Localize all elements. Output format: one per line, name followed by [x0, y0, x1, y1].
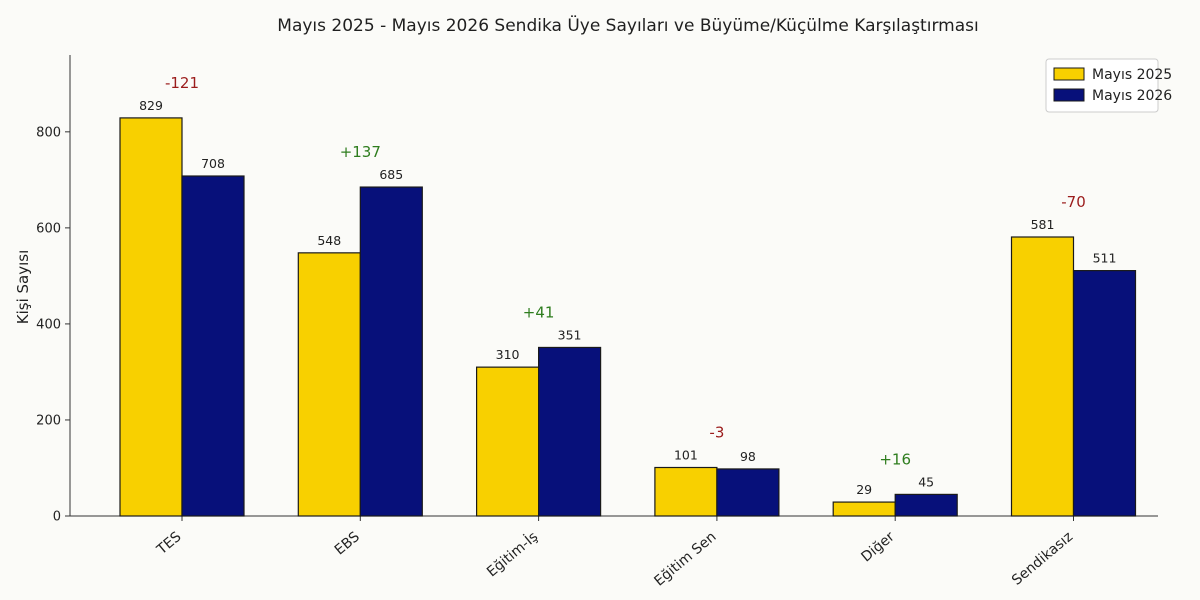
chart-title: Mayıs 2025 - Mayıs 2026 Sendika Üye Sayı… [277, 14, 978, 36]
legend-label: Mayıs 2025 [1092, 67, 1172, 83]
bar [832, 501, 896, 517]
x-tick-label: Sendikasız [1009, 529, 1076, 589]
data-label: 548 [317, 233, 341, 248]
data-label: 581 [1031, 217, 1055, 232]
change-annotation: +137 [340, 143, 381, 161]
plot-area: 0 200 400 600 800 TES 829 708 -121 EBS 548 685 +137 E… [36, 55, 1158, 590]
x-tick-label: Eğitim-İş [483, 527, 541, 580]
bar [537, 346, 602, 517]
x-tick-label: EBS [332, 529, 363, 559]
data-label: 29 [856, 482, 872, 497]
change-annotation: +16 [879, 450, 911, 468]
bar [476, 366, 540, 517]
y-tick-label: 400 [36, 317, 61, 332]
legend-swatch [1053, 88, 1085, 102]
legend-swatch [1053, 67, 1085, 81]
bar [359, 186, 423, 517]
data-label: 310 [496, 347, 520, 362]
x-tick-label: Diğer [858, 529, 898, 566]
data-label: 685 [379, 167, 403, 182]
bar [297, 252, 361, 517]
bar [654, 466, 718, 517]
y-axis-label: Kişi Sayısı [14, 250, 32, 325]
data-label: 351 [558, 327, 582, 342]
change-annotation: -3 [709, 423, 724, 441]
data-label: 511 [1093, 251, 1117, 266]
bar [181, 175, 245, 517]
bar [1010, 236, 1075, 517]
y-tick-label: 200 [36, 413, 61, 428]
y-tick-label: 0 [53, 510, 61, 525]
y-tick-label: 600 [36, 221, 61, 236]
data-label: 829 [139, 98, 163, 113]
bar [894, 493, 958, 517]
legend: Mayıs 2025 Mayıs 2026 [1045, 58, 1172, 113]
bar [1072, 270, 1137, 517]
y-tick-label: 800 [36, 125, 61, 140]
data-label: 708 [201, 156, 225, 171]
x-tick-label: Eğitim Sen [651, 529, 719, 590]
change-annotation: +41 [523, 303, 555, 321]
data-label: 45 [918, 474, 934, 489]
x-tick-label: TES [153, 529, 184, 559]
legend-label: Mayıs 2026 [1092, 88, 1172, 104]
data-label: 98 [740, 449, 756, 464]
change-annotation: -70 [1061, 193, 1086, 211]
change-annotation: -121 [165, 74, 199, 92]
bar [716, 468, 780, 517]
bar [119, 117, 183, 517]
data-label: 101 [674, 447, 698, 462]
